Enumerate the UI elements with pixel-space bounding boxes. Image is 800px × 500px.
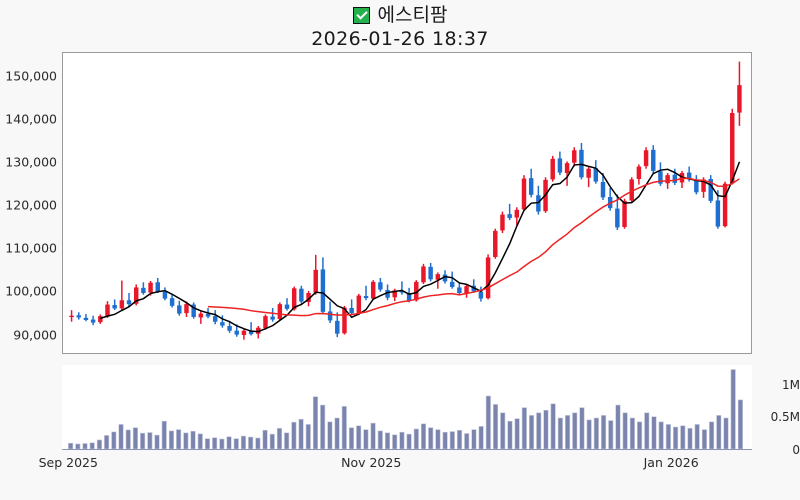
price-axis-labels: 90,000 100,000 110,000 120,000 130,000 140,00… [0,0,57,500]
candlestick-plot [69,61,742,340]
x-tick-label: Sep 2025 [38,455,98,470]
x-tick-label: Jan 2026 [643,455,699,470]
volume-tick-label: 0.5M [770,410,800,425]
green-checkbox-icon [352,6,370,24]
page-title: 에스티팜 [377,4,448,26]
price-tick-label: 130,000 [5,154,57,170]
volume-tick-label: 1M [782,377,800,392]
x-tick-label: Nov 2025 [341,455,402,470]
volume-chart-panel [62,365,752,450]
price-tick-label: 140,000 [5,111,57,127]
price-tick-label: 100,000 [5,283,57,299]
price-chart-panel [62,52,752,354]
title-row: 에스티팜 [0,0,800,28]
price-tick-label: 110,000 [5,240,57,256]
price-tick-label: 150,000 [5,68,57,84]
volume-plot [68,369,743,449]
price-tick-label: 90,000 [13,327,57,343]
volume-tick-label: 0 [792,443,800,457]
price-tick-label: 120,000 [5,197,57,213]
chart-header: 에스티팜 2026-01-26 18:37 [0,0,800,50]
timestamp-label: 2026-01-26 18:37 [311,28,489,50]
